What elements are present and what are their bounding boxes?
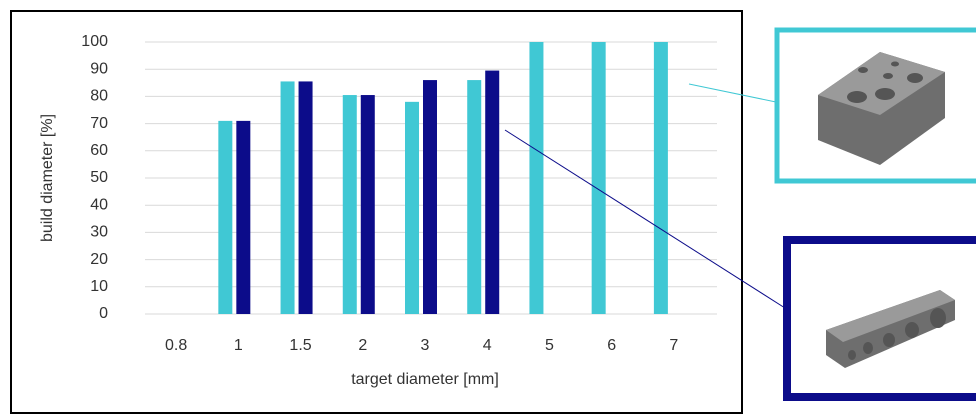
bar: [281, 81, 295, 314]
bar: [218, 121, 232, 314]
y-tick-label: 80: [90, 88, 108, 105]
y-tick-label: 70: [90, 115, 108, 132]
y-tick-label: 10: [90, 278, 108, 295]
y-tick-label: 30: [90, 224, 108, 241]
x-tick-label: 5: [545, 337, 554, 354]
x-tick-label: 4: [483, 337, 492, 354]
y-tick-label: 50: [90, 169, 108, 186]
y-tick-label: 100: [81, 33, 108, 50]
y-tick-label: 40: [90, 196, 108, 213]
x-tick-label: 3: [421, 337, 430, 354]
bar: [423, 80, 437, 314]
x-tick-label: 6: [607, 337, 616, 354]
bar: [361, 95, 375, 314]
y-tick-label: 20: [90, 251, 108, 268]
bar: [485, 71, 499, 314]
y-tick-label: 60: [90, 142, 108, 159]
part-image: [777, 30, 976, 181]
x-tick-label: 1: [234, 337, 243, 354]
x-tick-label: 0.8: [165, 337, 187, 354]
figure: target diameter [mm] build diameter [%] …: [0, 0, 976, 415]
part-image: [787, 240, 976, 397]
bar: [299, 81, 313, 314]
bar: [343, 95, 357, 314]
x-tick-label: 7: [669, 337, 678, 354]
bar: [654, 42, 668, 314]
x-axis-label: target diameter [mm]: [351, 371, 499, 388]
bar: [529, 42, 543, 314]
y-tick-label: 90: [90, 60, 108, 77]
chart-frame: [11, 11, 742, 413]
y-axis-label: build diameter [%]: [39, 114, 56, 242]
bar: [592, 42, 606, 314]
y-tick-label: 0: [99, 305, 108, 322]
bar: [236, 121, 250, 314]
bar: [405, 102, 419, 314]
bar: [467, 80, 481, 314]
x-tick-label: 1.5: [289, 337, 311, 354]
x-tick-label: 2: [358, 337, 367, 354]
